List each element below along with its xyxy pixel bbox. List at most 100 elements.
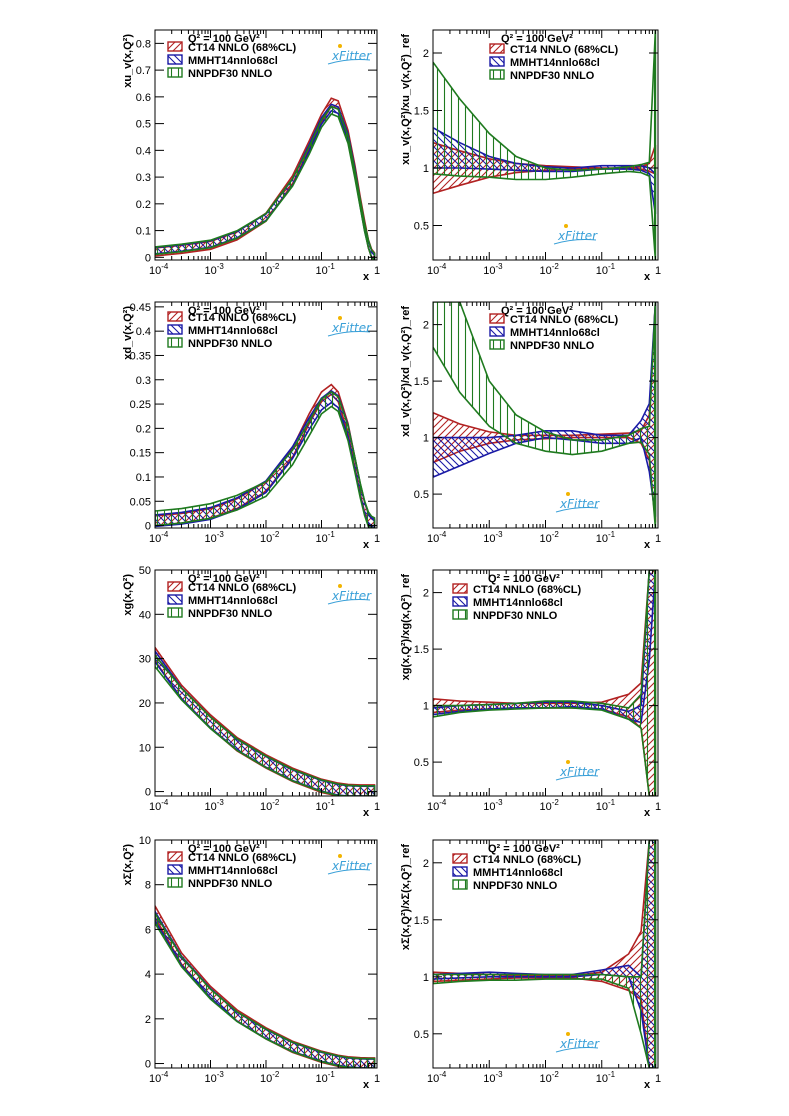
xfitter-logo: xFitter bbox=[327, 854, 372, 875]
x-axis-label: x bbox=[363, 807, 370, 819]
legend-label: MMHT14nnlo68cl bbox=[188, 595, 278, 607]
y-tick-label: 0.3 bbox=[136, 172, 151, 184]
y-axis-label: xg(x,Q²)/xg(x,Q²)_ref bbox=[400, 574, 412, 681]
x-tick-label: 10-3 bbox=[483, 530, 503, 545]
y-tick-label: 0 bbox=[145, 787, 151, 799]
y-tick-label: 30 bbox=[139, 654, 151, 666]
x-tick-label: 1 bbox=[374, 265, 380, 277]
x-tick-label: 10-4 bbox=[149, 1070, 169, 1085]
legend-label: NNPDF30 NNLO bbox=[510, 70, 595, 82]
y-tick-label: 0.5 bbox=[414, 757, 429, 769]
legend-swatch bbox=[167, 324, 183, 335]
panel-uv_ratio: 10-4 10-3 10-2 10-1 1x0.511.52xu_v(x,Q²)/xu_… bbox=[400, 29, 661, 283]
x-tick-label: 1 bbox=[374, 1073, 380, 1085]
band-g_abs-0 bbox=[155, 646, 376, 796]
legend-entry-0: CT14 NNLO (68%CL) bbox=[167, 311, 297, 324]
y-tick-label: 0.1 bbox=[136, 472, 151, 484]
y-tick-label: 0 bbox=[145, 521, 151, 533]
band-sigma_abs-2 bbox=[155, 911, 376, 1068]
legend-swatch bbox=[452, 583, 468, 594]
panel-g_abs: 10-4 10-3 10-2 10-1 1x 0 10 20 30 40 50 xg(x,Q²) Q² … bbox=[122, 565, 380, 819]
y-tick-label: 1.5 bbox=[414, 644, 429, 656]
band-g_abs-2 bbox=[155, 653, 376, 796]
xfitter-logo: xFitter bbox=[327, 44, 372, 65]
y-tick-label: 40 bbox=[139, 609, 151, 621]
legend-label: NNPDF30 NNLO bbox=[188, 878, 273, 890]
x-tick-label: 10-4 bbox=[427, 1070, 447, 1085]
y-tick-label: 1 bbox=[423, 163, 429, 175]
legend-swatch bbox=[489, 43, 505, 54]
q2-label: Q² = 100 GeV² bbox=[501, 33, 573, 45]
x-tick-label: 10-1 bbox=[596, 530, 616, 545]
legend-swatch bbox=[489, 69, 505, 80]
x-tick-label: 10-2 bbox=[540, 530, 560, 545]
band-sigma_ratio-2 bbox=[433, 840, 657, 1068]
band-dv_abs-2 bbox=[155, 390, 376, 528]
x-tick-label: 10-2 bbox=[260, 262, 280, 277]
legend-label: NNPDF30 NNLO bbox=[473, 880, 558, 892]
q2-label: Q² = 100 GeV² bbox=[188, 33, 260, 45]
legend-swatch bbox=[167, 311, 183, 322]
x-tick-label: 10-4 bbox=[427, 798, 447, 813]
band-sigma_abs-0 bbox=[155, 904, 376, 1068]
x-tick-label: 1 bbox=[655, 265, 661, 277]
legend-label: CT14 NNLO (68%CL) bbox=[473, 584, 582, 596]
y-tick-label: 0.8 bbox=[136, 38, 151, 50]
x-tick-label: 10-4 bbox=[427, 262, 447, 277]
legend-swatch bbox=[489, 313, 505, 324]
legend-entry-1: MMHT14nnlo68cl bbox=[167, 594, 278, 607]
y-tick-label: 0.25 bbox=[130, 399, 151, 411]
y-tick-label: 0.5 bbox=[136, 119, 151, 131]
x-axis-label: x bbox=[363, 271, 370, 283]
legend-label: NNPDF30 NNLO bbox=[188, 68, 273, 80]
x-tick-label: 10-1 bbox=[316, 530, 336, 545]
panel-sigma_abs: 10-4 10-3 10-2 10-1 1x 0 2 4 6 8 10 xΣ(x,Q²) Q² = 10… bbox=[122, 835, 380, 1091]
legend-swatch bbox=[167, 877, 183, 888]
y-tick-label: 50 bbox=[139, 565, 151, 577]
xfitter-logo: xFitter bbox=[553, 224, 598, 245]
xfitter-logo: xFitter bbox=[555, 492, 600, 513]
legend-entry-1: MMHT14nnlo68cl bbox=[452, 866, 563, 879]
x-tick-label: 1 bbox=[655, 1073, 661, 1085]
legend-entry-2: NNPDF30 NNLO bbox=[489, 69, 595, 82]
legend-label: MMHT14nnlo68cl bbox=[510, 327, 600, 339]
legend-swatch bbox=[452, 866, 468, 877]
y-tick-label: 0 bbox=[145, 252, 151, 264]
legend-entry-1: MMHT14nnlo68cl bbox=[167, 54, 278, 67]
legend-entry-1: MMHT14nnlo68cl bbox=[167, 324, 278, 337]
y-tick-label: 0.4 bbox=[136, 145, 151, 157]
x-tick-label: 10-4 bbox=[149, 262, 169, 277]
xfitter-logo: xFitter bbox=[555, 760, 600, 781]
legend-label: MMHT14nnlo68cl bbox=[473, 597, 563, 609]
legend-label: NNPDF30 NNLO bbox=[473, 610, 558, 622]
y-tick-label: 10 bbox=[139, 835, 151, 847]
x-axis-label: x bbox=[644, 271, 651, 283]
legend-label: MMHT14nnlo68cl bbox=[510, 57, 600, 69]
band-dv_ratio-2 bbox=[433, 302, 657, 528]
y-tick-label: 1.5 bbox=[414, 376, 429, 388]
legend-swatch bbox=[452, 879, 468, 890]
xfitter-logo-text: xFitter bbox=[331, 589, 372, 603]
legend-swatch bbox=[452, 853, 468, 864]
x-tick-label: 1 bbox=[374, 533, 380, 545]
legend-swatch bbox=[167, 581, 183, 592]
legend-entry-2: NNPDF30 NNLO bbox=[167, 607, 273, 620]
legend-entry-2: NNPDF30 NNLO bbox=[167, 67, 273, 80]
legend-swatch bbox=[167, 41, 183, 52]
y-tick-label: 2 bbox=[423, 588, 429, 600]
q2-label: Q² = 100 GeV² bbox=[488, 843, 560, 855]
x-tick-label: 10-1 bbox=[596, 1070, 616, 1085]
xfitter-logo: xFitter bbox=[327, 584, 372, 605]
panel-dv_abs: 10-4 10-3 10-2 10-1 1x 0 0.05 0.1 0.15 0.2 0.25 0.3… bbox=[122, 301, 380, 551]
x-axis-label: x bbox=[644, 1079, 651, 1091]
x-tick-label: 10-2 bbox=[260, 530, 280, 545]
xfitter-logo-text: xFitter bbox=[331, 49, 372, 63]
legend-label: NNPDF30 NNLO bbox=[188, 608, 273, 620]
y-tick-label: 20 bbox=[139, 698, 151, 710]
legend-entry-2: NNPDF30 NNLO bbox=[489, 339, 595, 352]
legend-swatch bbox=[167, 864, 183, 875]
y-tick-label: 8 bbox=[145, 880, 151, 892]
legend-swatch bbox=[452, 596, 468, 607]
legend-entry-2: NNPDF30 NNLO bbox=[167, 877, 273, 890]
legend-swatch bbox=[167, 851, 183, 862]
